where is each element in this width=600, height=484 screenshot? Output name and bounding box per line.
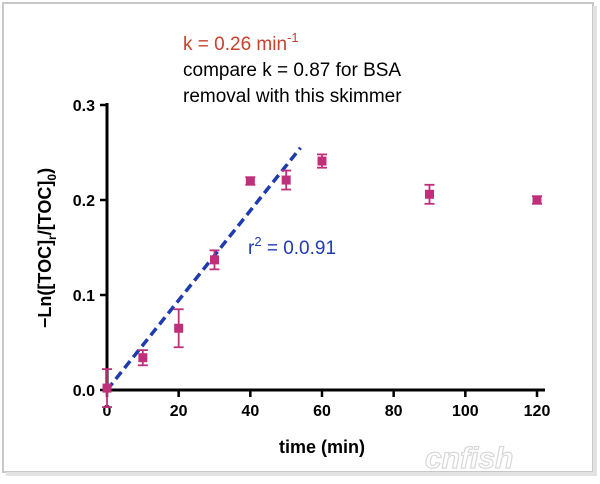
- data-point: [102, 383, 112, 393]
- x-tick-label: 20: [170, 403, 188, 420]
- x-tick-label: 80: [385, 403, 403, 420]
- x-tick-label: 100: [452, 403, 479, 420]
- y-tick-label: 0.3: [73, 98, 95, 115]
- annotation: compare k = 0.87 for BSA: [183, 60, 401, 81]
- data-point: [174, 323, 184, 333]
- data-point: [532, 195, 542, 205]
- frame-shadow: [593, 6, 597, 476]
- x-tick-label: 60: [313, 403, 331, 420]
- data-point: [138, 353, 148, 363]
- fit-line: [105, 146, 302, 392]
- y-axis-label-part: 0: [45, 174, 59, 181]
- annotation-text: r: [248, 238, 255, 259]
- frame-shadow: [6, 472, 595, 476]
- x-tick-label: 0: [103, 403, 112, 420]
- data-point: [317, 156, 327, 166]
- x-tick-label: 40: [241, 403, 259, 420]
- annotation-text: removal with this skimmer: [183, 86, 402, 107]
- y-axis-label: −Ln([TOC]r/[TOC]0): [35, 168, 59, 328]
- y-tick-label: 0.1: [73, 288, 95, 305]
- annotation-text: compare k = 0.87 for BSA: [183, 60, 401, 81]
- frame: [2, 2, 594, 473]
- y-axis-label-part: −Ln([TOC]: [35, 240, 55, 328]
- x-tick-label: 120: [524, 403, 551, 420]
- x-axis-label: time (min): [279, 437, 365, 457]
- watermark: cnfish: [425, 442, 513, 475]
- y-tick-label: 0.2: [73, 193, 95, 210]
- y-axis-label-part: /[TOC]: [35, 181, 55, 236]
- data-point: [245, 176, 255, 186]
- annotation: removal with this skimmer: [183, 86, 402, 107]
- annotation-superscript: -1: [287, 30, 299, 45]
- annotation-superscript: 2: [254, 234, 261, 249]
- data-point: [425, 189, 434, 199]
- annotation-text: = 0.0.91: [262, 238, 336, 259]
- annotation: r2 = 0.0.91: [248, 234, 336, 259]
- annotation-text: k = 0.26 min: [183, 34, 287, 55]
- y-tick-label: 0.0: [73, 383, 95, 400]
- y-axis-label-part: ): [35, 168, 55, 174]
- y-axis-label-part: r: [45, 235, 59, 240]
- data-point: [210, 255, 219, 265]
- annotation: k = 0.26 min-1: [183, 30, 299, 55]
- data-point: [281, 175, 291, 185]
